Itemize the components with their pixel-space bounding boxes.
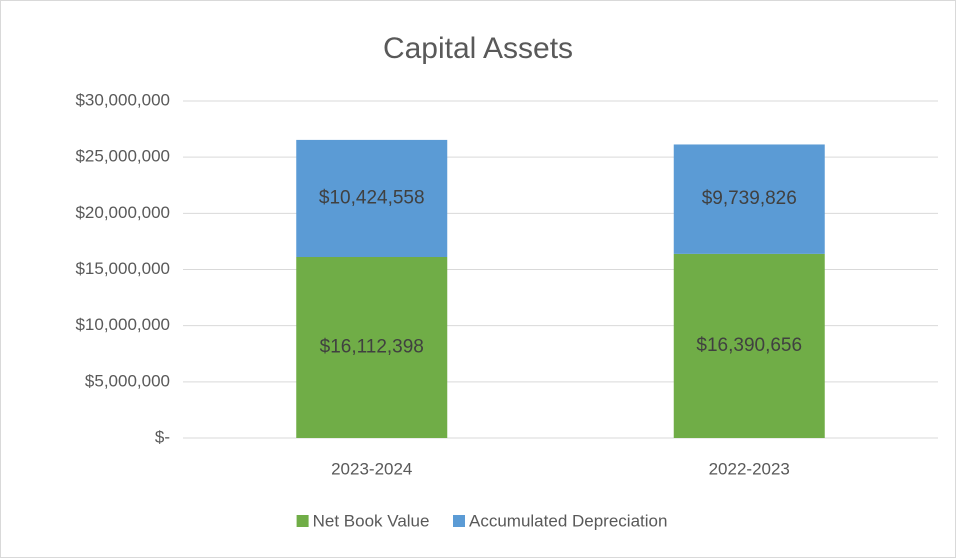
chart-title: Capital Assets [383, 32, 573, 65]
x-tick-label: 2023-2024 [331, 459, 412, 478]
bar-segment [296, 257, 448, 438]
legend-label: Accumulated Depreciation [469, 511, 667, 530]
y-tick-label: $20,000,000 [75, 203, 170, 222]
bar-segment [673, 144, 825, 254]
y-tick-label: $5,000,000 [85, 371, 170, 390]
data-label: $16,112,398 [320, 337, 424, 358]
data-label: $16,390,656 [696, 335, 802, 356]
y-tick-label: $30,000,000 [75, 90, 170, 109]
y-tick-label: $25,000,000 [75, 147, 170, 166]
data-label: $9,739,826 [702, 188, 797, 209]
y-tick-label: $15,000,000 [75, 259, 170, 278]
legend-swatch [453, 515, 465, 527]
legend-swatch [296, 515, 309, 527]
legend-label: Net Book Value [313, 511, 430, 530]
bar-segment [296, 139, 448, 258]
y-tick-label: $- [155, 427, 170, 446]
y-tick-label: $10,000,000 [75, 315, 170, 334]
data-label: $10,424,558 [319, 187, 425, 208]
bar-segment [673, 253, 825, 438]
x-tick-label: 2022-2023 [709, 459, 790, 478]
